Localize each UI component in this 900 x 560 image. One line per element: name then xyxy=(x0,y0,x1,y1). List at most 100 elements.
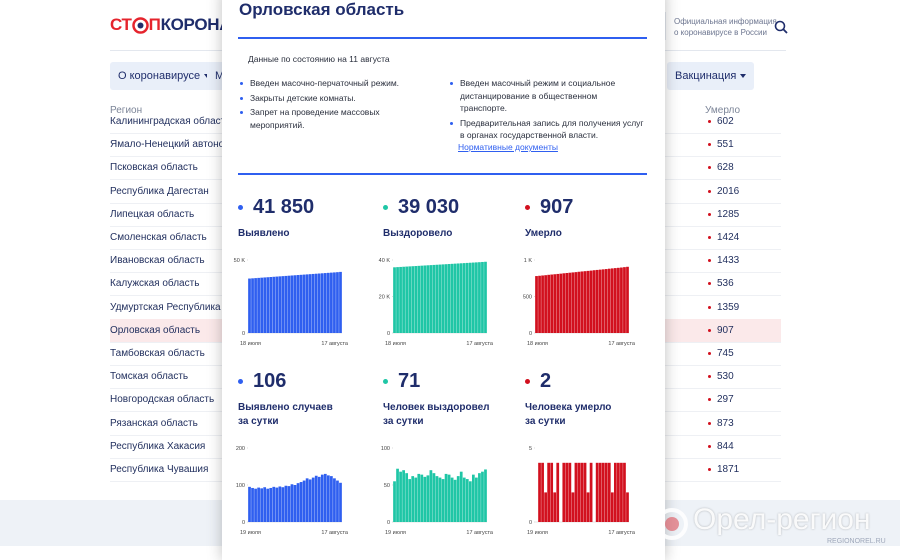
bar xyxy=(626,492,629,522)
bar xyxy=(592,270,596,333)
bar xyxy=(553,274,557,333)
bar xyxy=(580,462,584,522)
bar xyxy=(595,269,599,333)
bar xyxy=(538,462,541,522)
dot xyxy=(708,444,711,448)
bar xyxy=(320,273,324,333)
divider xyxy=(238,173,647,175)
region-name: Республика Дагестан xyxy=(110,185,209,197)
bar xyxy=(290,275,294,333)
region-name: Тамбовская область xyxy=(110,348,205,359)
bar xyxy=(311,477,315,522)
bar xyxy=(308,479,312,522)
bar xyxy=(284,485,288,522)
divider xyxy=(665,12,666,40)
bar xyxy=(547,462,551,522)
stat-label-line: за сутки xyxy=(238,416,279,427)
nav-button[interactable]: Вакцинация xyxy=(667,62,755,90)
bar xyxy=(541,275,544,333)
bar xyxy=(314,475,318,522)
y-tick-label: 100 xyxy=(381,446,390,452)
bar xyxy=(333,478,336,522)
bar xyxy=(447,264,451,333)
stat-number: 106 xyxy=(253,370,287,392)
bar xyxy=(450,477,454,522)
bar xyxy=(287,486,291,522)
y-tick-label: 500 xyxy=(523,295,532,301)
bar xyxy=(598,462,602,522)
y-tick-label: 0 xyxy=(242,520,245,526)
stat-value: 39 030 xyxy=(383,196,523,219)
bar xyxy=(402,470,405,522)
dot xyxy=(708,189,711,193)
bar xyxy=(544,275,547,333)
bar xyxy=(462,263,466,333)
stat-label: Человек выздоровел за сутки xyxy=(383,401,523,429)
bar xyxy=(278,486,282,522)
bar xyxy=(595,462,599,522)
bar xyxy=(459,471,463,522)
bar xyxy=(272,276,276,333)
column-header: Регион xyxy=(110,105,143,116)
divider xyxy=(238,37,647,39)
region-name: Удмуртская Республика xyxy=(110,301,221,313)
bar xyxy=(317,476,321,522)
dot xyxy=(708,212,711,216)
region-name: Республика Чувашия xyxy=(110,464,209,475)
bar xyxy=(408,479,412,522)
bar xyxy=(447,474,451,522)
bar xyxy=(535,276,538,333)
logo-text: СТ xyxy=(110,15,132,34)
search-icon[interactable] xyxy=(774,20,788,34)
bar xyxy=(607,268,611,333)
deaths: 602 xyxy=(717,116,734,127)
bar xyxy=(266,277,270,333)
bar xyxy=(417,473,421,522)
bar xyxy=(613,268,617,333)
bar xyxy=(281,276,285,333)
bar xyxy=(260,277,264,333)
bar xyxy=(296,483,300,522)
bar xyxy=(293,275,297,333)
bar xyxy=(266,488,270,522)
deaths: 536 xyxy=(717,278,734,290)
logo-text: П xyxy=(148,15,161,34)
stat-label-line: Умерло xyxy=(525,228,562,239)
watermark: Орел-регион REGIONOREL.RU xyxy=(655,503,900,546)
watermark-name: Орел-регион xyxy=(693,503,871,536)
nav-label: О коронавирусе xyxy=(118,70,201,82)
bar xyxy=(426,475,430,522)
nav-label: М xyxy=(215,70,225,82)
nav-button[interactable]: О коронавирусе xyxy=(110,62,219,90)
bar xyxy=(320,474,324,522)
bar xyxy=(426,265,430,333)
bar xyxy=(269,277,273,333)
modal-title: Орловская область xyxy=(239,0,405,19)
y-tick-label: 0 xyxy=(387,331,390,337)
dot xyxy=(708,143,711,147)
x-label: 17 августа xyxy=(608,530,636,536)
bar xyxy=(432,473,436,522)
deaths: 1285 xyxy=(717,208,740,220)
measures-list: Введен масочный режим и социальное диста… xyxy=(450,77,645,144)
bar xyxy=(420,474,424,522)
bar xyxy=(589,270,593,333)
bar xyxy=(278,276,282,333)
bar xyxy=(308,274,312,333)
bar xyxy=(423,476,427,522)
bar xyxy=(601,269,605,333)
y-tick-label: 40 K xyxy=(379,258,391,264)
bar xyxy=(438,264,442,333)
bar xyxy=(568,272,572,333)
deaths: 2016 xyxy=(717,185,740,197)
dot xyxy=(708,305,711,309)
link[interactable]: Нормативные документы xyxy=(458,142,558,152)
bar xyxy=(586,492,590,522)
bar xyxy=(565,272,569,333)
bar xyxy=(281,487,285,522)
bar xyxy=(580,271,584,333)
bar xyxy=(478,473,481,522)
dot xyxy=(238,205,243,210)
x-label: 19 июля xyxy=(385,530,406,536)
bar xyxy=(311,273,315,333)
